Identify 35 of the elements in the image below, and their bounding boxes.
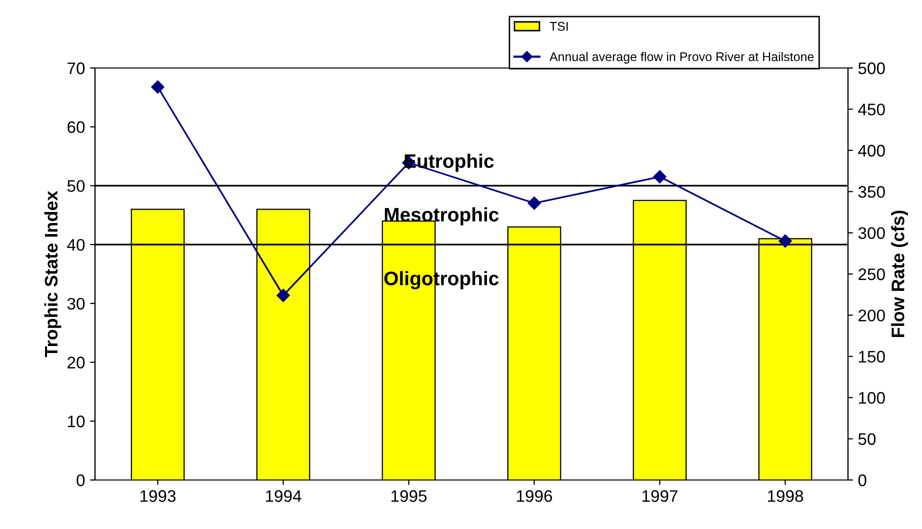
annotation: Mesotrophic	[384, 207, 499, 226]
y2-tick-label: 500	[858, 62, 885, 74]
point	[528, 196, 541, 210]
x-tick-label: 1996	[516, 490, 552, 502]
y2-tick-label: 150	[858, 350, 885, 363]
y2-axis-title: Flow Rate (cfs)	[891, 210, 908, 337]
y2-tick-label: 0	[858, 474, 866, 486]
x-tick-label: 1993	[140, 490, 176, 502]
y-tick-label: 50	[67, 180, 85, 192]
y2-tick-label: 350	[858, 186, 885, 198]
y-tick-label: 20	[68, 356, 85, 368]
y2-tick-label: 100	[858, 392, 885, 404]
y-tick-label: 10	[68, 416, 85, 428]
x-tick-label: 1997	[642, 490, 678, 502]
y2-tick-label: 300	[858, 227, 885, 240]
y2-tick-label: 50	[858, 433, 876, 446]
point	[653, 170, 666, 184]
point	[151, 80, 164, 94]
point	[276, 288, 290, 302]
y-tick-label: 40	[67, 238, 85, 251]
y2-tick-label: 200	[858, 310, 885, 322]
legend-label: TSI	[550, 22, 568, 31]
y-tick-label: 70	[68, 62, 85, 74]
y2-tick-label: 400	[858, 144, 885, 157]
point	[778, 234, 792, 248]
legend-label: Annual average flow in Provo River at Hailstone	[549, 52, 814, 64]
x-tick-label: 1998	[768, 490, 804, 502]
x-tick-label: 1995	[391, 490, 427, 502]
y-tick-label: 60	[68, 121, 85, 134]
y-tick-label: 0	[76, 474, 85, 486]
y-axis-title: Trophic State Index	[44, 190, 62, 358]
y2-tick-label: 250	[858, 268, 885, 280]
y-tick-label: 30	[67, 298, 85, 310]
y2-tick-label: 450	[858, 104, 885, 116]
x-tick-label: 1994	[266, 490, 302, 502]
